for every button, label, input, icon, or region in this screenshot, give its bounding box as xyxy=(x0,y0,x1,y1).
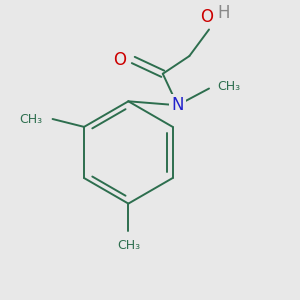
Text: H: H xyxy=(218,4,230,22)
Text: CH₃: CH₃ xyxy=(20,112,43,125)
Text: O: O xyxy=(113,51,126,69)
Text: CH₃: CH₃ xyxy=(217,80,240,93)
Text: N: N xyxy=(171,96,184,114)
Text: CH₃: CH₃ xyxy=(117,239,140,252)
Text: O: O xyxy=(201,8,214,26)
